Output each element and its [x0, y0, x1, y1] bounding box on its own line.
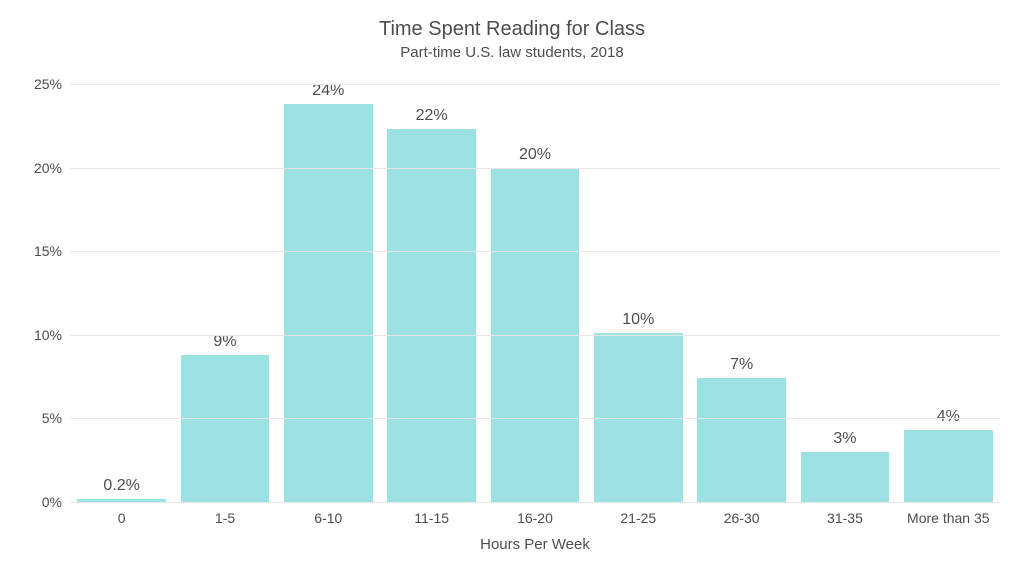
bar: 4% [904, 430, 993, 502]
x-tick-label: More than 35 [907, 502, 990, 526]
x-tick-label: 0 [118, 502, 126, 526]
bar-slot: 10%21-25 [587, 84, 690, 502]
chart-title: Time Spent Reading for Class [0, 18, 1024, 41]
x-tick-label: 1-5 [215, 502, 235, 526]
bar-value-label: 9% [213, 333, 236, 355]
y-tick-label: 10% [34, 327, 70, 343]
gridline [70, 418, 1000, 419]
bar-slot: 9%1-5 [173, 84, 276, 502]
bar-value-label: 20% [519, 146, 551, 168]
x-tick-label: 21-25 [620, 502, 656, 526]
bar-slot: 0.2%0 [70, 84, 173, 502]
bar-value-label: 7% [730, 356, 753, 378]
chart-container: Time Spent Reading for Class Part-time U… [0, 0, 1024, 576]
x-tick-label: 31-35 [827, 502, 863, 526]
y-tick-label: 0% [42, 494, 70, 510]
chart-subtitle: Part-time U.S. law students, 2018 [0, 44, 1024, 61]
bar: 24% [284, 104, 373, 502]
x-tick-label: 26-30 [724, 502, 760, 526]
bar-value-label: 10% [622, 311, 654, 333]
gridline [70, 335, 1000, 336]
bar: 22% [387, 129, 476, 502]
bar-value-label: 22% [416, 107, 448, 129]
x-tick-label: 6-10 [314, 502, 342, 526]
gridline [70, 168, 1000, 169]
bar-slot: 4%More than 35 [897, 84, 1000, 502]
bar-slot: 20%16-20 [483, 84, 586, 502]
plot-area: 0.2%09%1-524%6-1022%11-1520%16-2010%21-2… [70, 84, 1000, 502]
x-tick-label: 11-15 [414, 502, 449, 526]
bar-value-label: 3% [833, 430, 856, 452]
bar-slot: 24%6-10 [277, 84, 380, 502]
y-tick-label: 20% [34, 160, 70, 176]
gridline [70, 84, 1000, 85]
bar-value-label: 24% [312, 82, 344, 104]
bar: 3% [801, 452, 890, 502]
x-tick-label: 16-20 [517, 502, 553, 526]
x-axis-label: Hours Per Week [70, 536, 1000, 553]
gridline [70, 502, 1000, 503]
gridline [70, 251, 1000, 252]
bars-layer: 0.2%09%1-524%6-1022%11-1520%16-2010%21-2… [70, 84, 1000, 502]
bar-value-label: 0.2% [103, 477, 139, 499]
bar: 9% [181, 355, 270, 502]
y-tick-label: 25% [34, 76, 70, 92]
bar: 7% [697, 378, 786, 502]
bar-slot: 3%31-35 [793, 84, 896, 502]
bar-slot: 7%26-30 [690, 84, 793, 502]
bar-slot: 22%11-15 [380, 84, 483, 502]
y-tick-label: 15% [34, 243, 70, 259]
y-tick-label: 5% [42, 410, 70, 426]
